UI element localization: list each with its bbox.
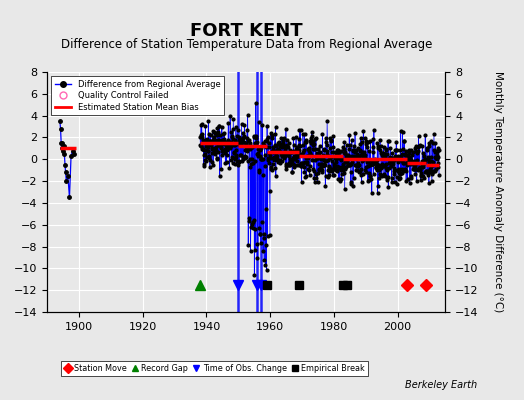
Legend: Station Move, Record Gap, Time of Obs. Change, Empirical Break: Station Move, Record Gap, Time of Obs. C…	[61, 361, 368, 376]
Text: Difference of Station Temperature Data from Regional Average: Difference of Station Temperature Data f…	[61, 38, 432, 51]
Y-axis label: Monthly Temperature Anomaly Difference (°C): Monthly Temperature Anomaly Difference (…	[493, 71, 503, 313]
Text: Berkeley Earth: Berkeley Earth	[405, 380, 477, 390]
Text: FORT KENT: FORT KENT	[190, 22, 302, 40]
